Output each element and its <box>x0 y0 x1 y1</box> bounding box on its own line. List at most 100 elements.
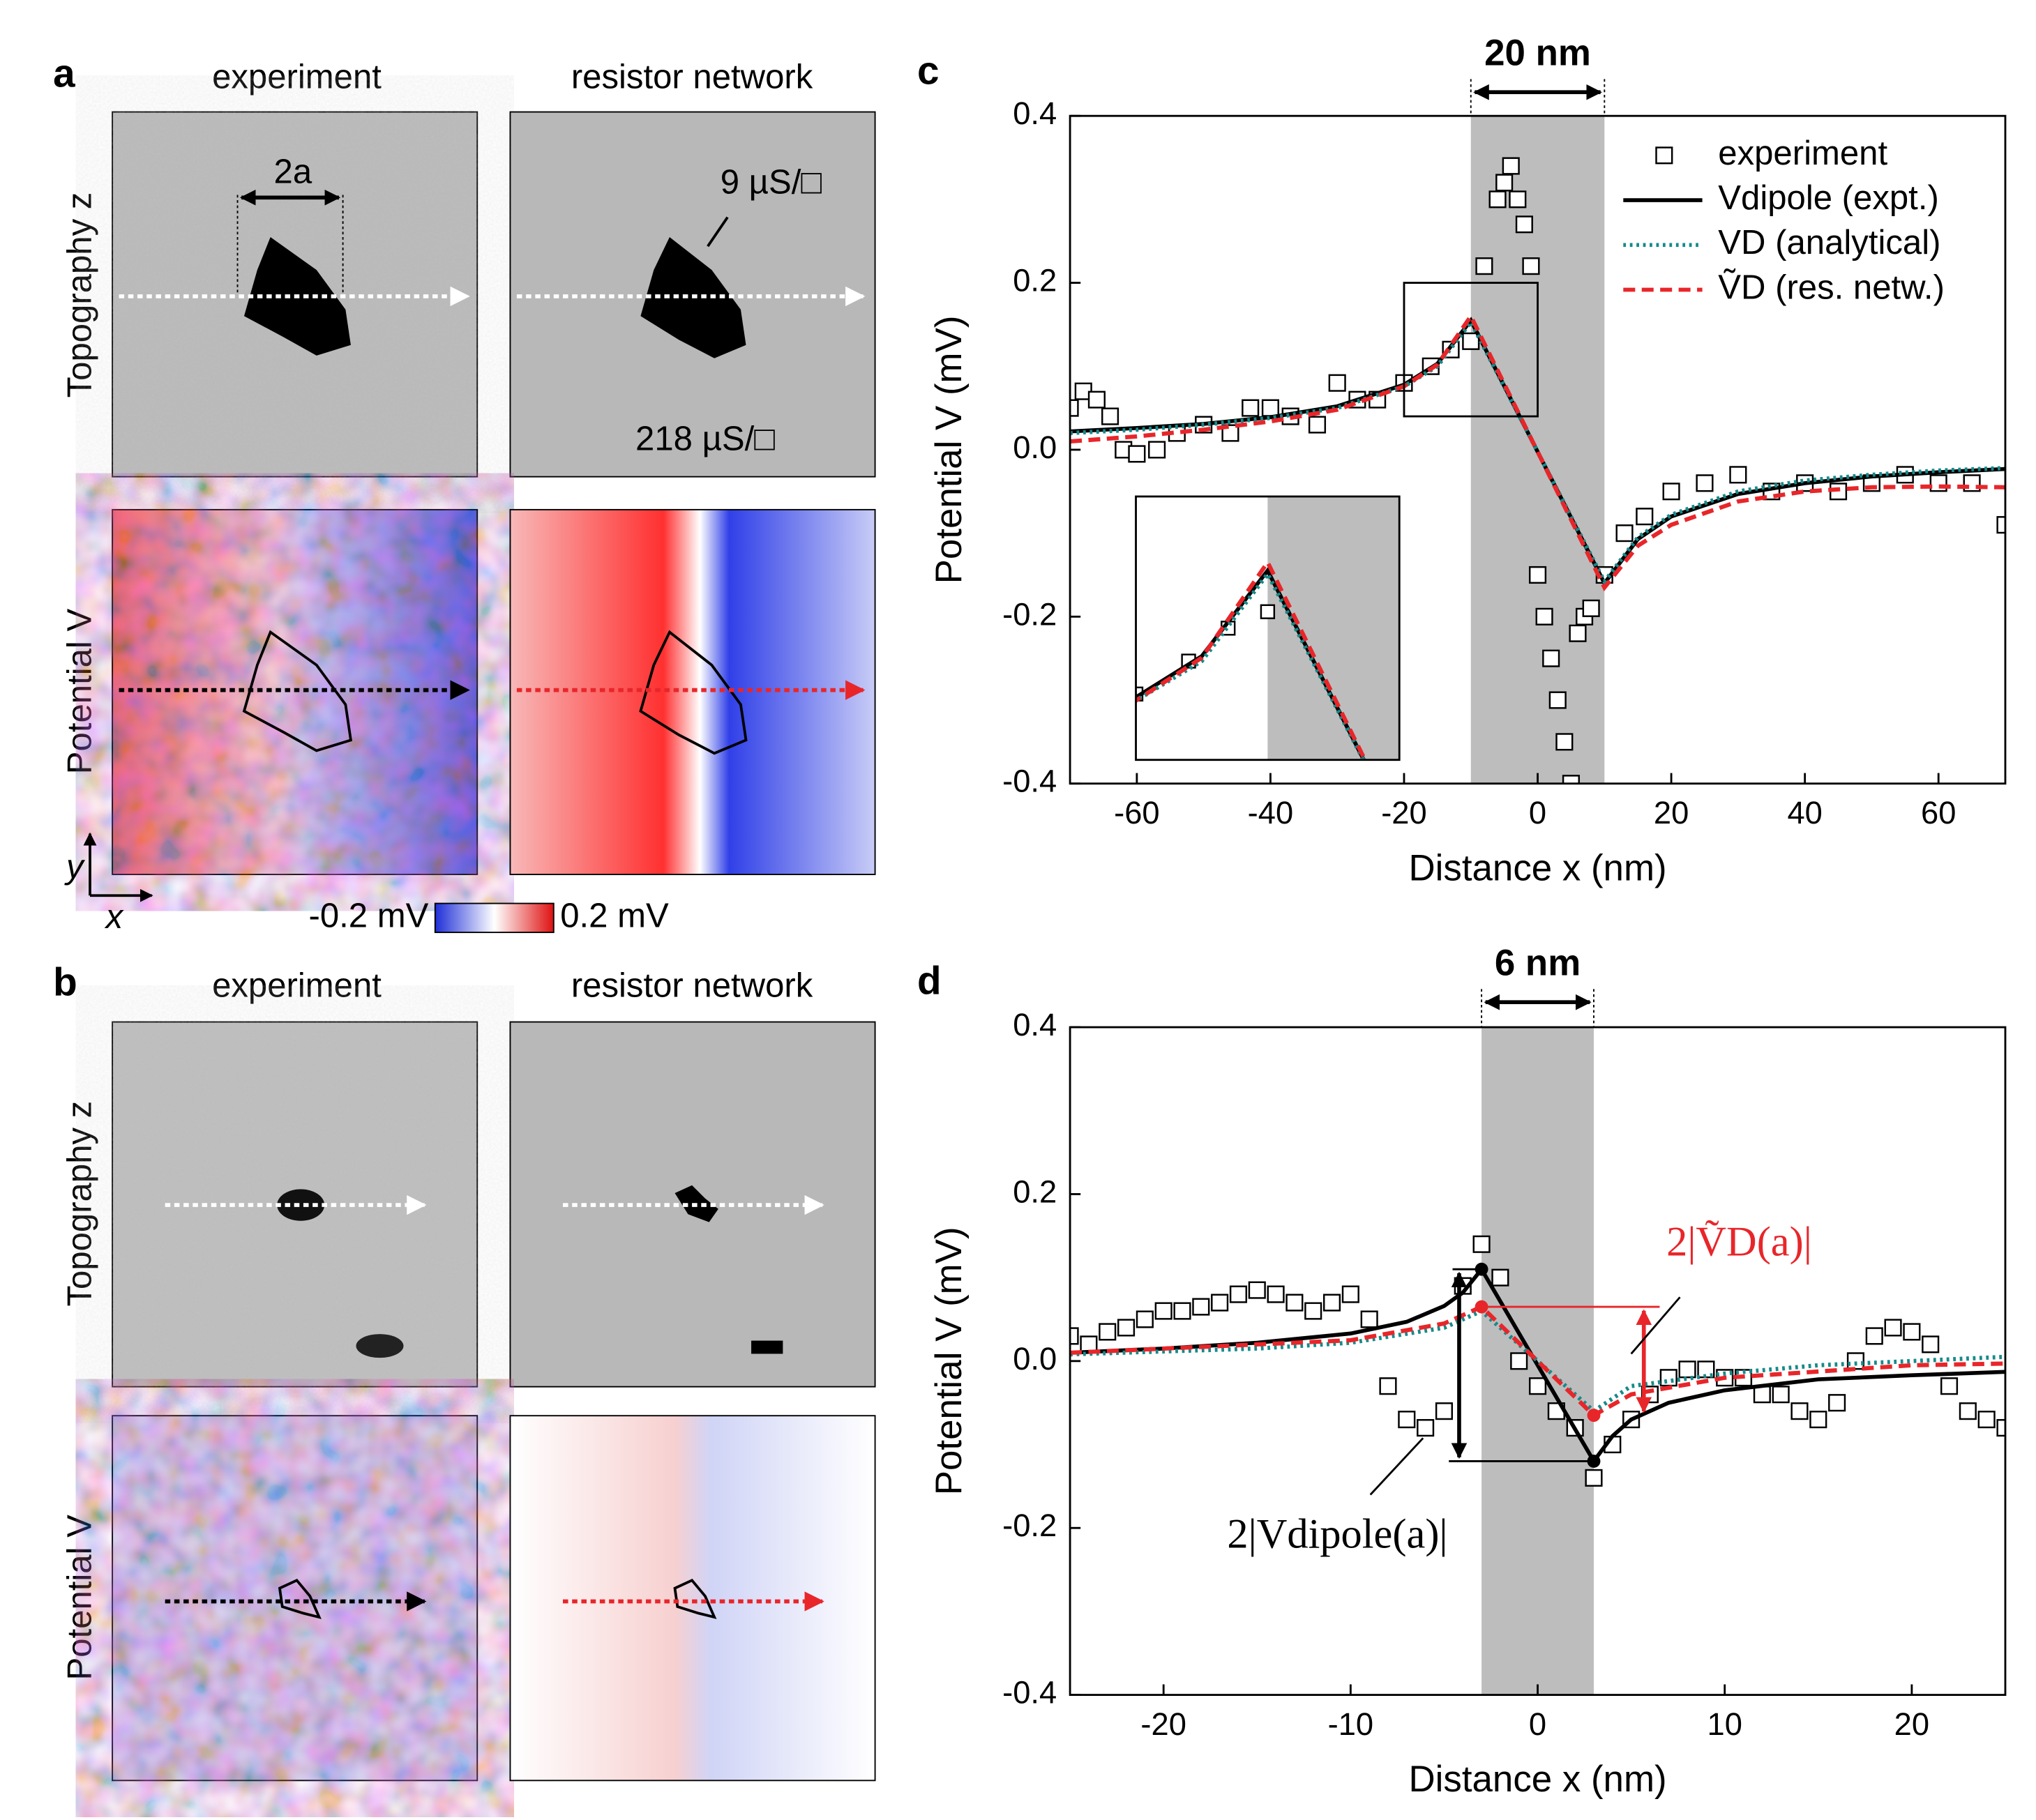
data-point <box>1959 1402 1977 1420</box>
conductance-label: 9 µS/□ <box>721 163 822 201</box>
axis-label: x <box>105 898 124 936</box>
x-tick-label: 60 <box>1921 795 1956 831</box>
data-point <box>1662 483 1680 501</box>
y-tick-label: -0.4 <box>1002 1675 1057 1711</box>
outline <box>278 1578 322 1619</box>
data-point <box>1087 390 1106 409</box>
span-label: 20 nm <box>1484 32 1591 73</box>
endpoint <box>1587 1409 1601 1423</box>
data-point <box>1846 1352 1864 1370</box>
series-line <box>1070 1266 2005 1465</box>
y-tick-label: 0.2 <box>1013 263 1057 298</box>
data-point <box>1903 1323 1921 1341</box>
data-point <box>1528 1377 1547 1395</box>
y-tick-label: 0.0 <box>1013 430 1057 465</box>
legend-label: ṼD (res. netw.) <box>1718 268 1945 306</box>
data-point <box>1828 1394 1846 1412</box>
data-point <box>1211 1294 1229 1312</box>
x-tick-label: -40 <box>1248 795 1293 831</box>
outline <box>242 630 353 752</box>
data-point <box>1510 1352 1528 1370</box>
shaded-region <box>1481 1027 1594 1695</box>
outline <box>673 1578 717 1619</box>
y-axis-label: Potential V (mV) <box>928 316 970 584</box>
data-point <box>1398 1411 1416 1429</box>
scale-label: 2a <box>274 153 312 190</box>
data-point <box>1809 1411 1827 1429</box>
data-point <box>1304 1302 1322 1320</box>
inset-frame <box>1135 495 1401 761</box>
y-tick-label: 0.2 <box>1013 1174 1057 1209</box>
charts: 20 nm c -0.4 -0.2 0.0 0.2 0.4 -60 -40 -20 0 20 40 60 D… <box>917 32 2007 1800</box>
data-point <box>1192 1298 1210 1316</box>
data-point <box>1582 599 1600 617</box>
row-title: Topography z <box>61 1101 99 1307</box>
column-title: resistor network <box>571 966 813 1004</box>
conductance-label: 218 µS/□ <box>635 420 775 458</box>
data-point <box>1509 190 1527 208</box>
panel-b: b experiment resistor network Topography… <box>53 961 876 1782</box>
series-line <box>1070 1308 2005 1414</box>
data-point <box>1475 257 1493 275</box>
data-point <box>1535 607 1553 625</box>
data-point <box>1659 1369 1677 1387</box>
panel-a: a experiment resistor network Topography… <box>53 52 876 936</box>
panel-letter: a <box>53 52 75 96</box>
panel-letter: d <box>917 960 942 1003</box>
y-tick-label: -0.2 <box>1002 596 1057 632</box>
data-point <box>1242 399 1260 417</box>
x-tick-label: -20 <box>1381 795 1427 831</box>
data-point <box>1548 691 1567 709</box>
data-point <box>1772 1386 1790 1404</box>
data-point <box>1884 1319 1902 1337</box>
data-point <box>1977 1411 1996 1429</box>
endpoint <box>1475 1300 1488 1314</box>
column-title: resistor network <box>571 58 813 96</box>
data-point <box>1729 466 1747 484</box>
x-tick-label: -10 <box>1328 1706 1374 1742</box>
data-point <box>1865 1327 1883 1345</box>
data-point <box>1491 1268 1509 1287</box>
x-axis-label: Distance x (nm) <box>1408 847 1666 888</box>
data-point <box>1678 1360 1696 1379</box>
x-tick-label: 20 <box>1654 795 1689 831</box>
y-tick-label: 0.4 <box>1013 1007 1057 1042</box>
y-tick-label: 0.4 <box>1013 96 1057 131</box>
colorbar <box>434 902 555 934</box>
x-tick-label: 10 <box>1707 1706 1742 1742</box>
annotation: 2|Vdipole(a)| <box>1227 1511 1447 1558</box>
data-point <box>1472 1235 1491 1253</box>
data-point <box>1569 624 1587 642</box>
x-tick-label: 20 <box>1894 1706 1929 1742</box>
y-tick-label: -0.2 <box>1002 1508 1057 1543</box>
row-title: Topography z <box>61 192 99 398</box>
data-point <box>1148 441 1166 459</box>
particle <box>277 1189 325 1221</box>
inset-area <box>1136 496 1400 760</box>
panel-letter: c <box>917 50 940 93</box>
leader <box>1630 1296 1681 1355</box>
endpoint <box>1475 1262 1488 1276</box>
data-point <box>1502 157 1520 175</box>
data-point <box>1562 775 1580 784</box>
colorbar-label: -0.2 mV <box>308 897 428 934</box>
data-point <box>1636 508 1654 526</box>
data-point <box>1070 399 1079 417</box>
axis-label: y <box>64 848 86 886</box>
outline <box>639 630 748 755</box>
data-point <box>1070 1327 1079 1345</box>
row-title: Potential V <box>61 1515 99 1681</box>
data-point <box>1260 604 1276 619</box>
data-point <box>1229 1285 1248 1303</box>
data-point <box>1221 424 1239 442</box>
data-point <box>1555 733 1574 751</box>
data-point <box>1522 257 1540 275</box>
data-point <box>1488 190 1507 208</box>
data-point <box>1542 649 1560 667</box>
column-title: experiment <box>212 966 382 1004</box>
y-axis-label: Potential V (mV) <box>928 1227 970 1495</box>
series-line <box>1070 317 2005 587</box>
data-point <box>1308 416 1327 434</box>
data-point <box>1173 1302 1191 1320</box>
data-point <box>1940 1377 1959 1395</box>
